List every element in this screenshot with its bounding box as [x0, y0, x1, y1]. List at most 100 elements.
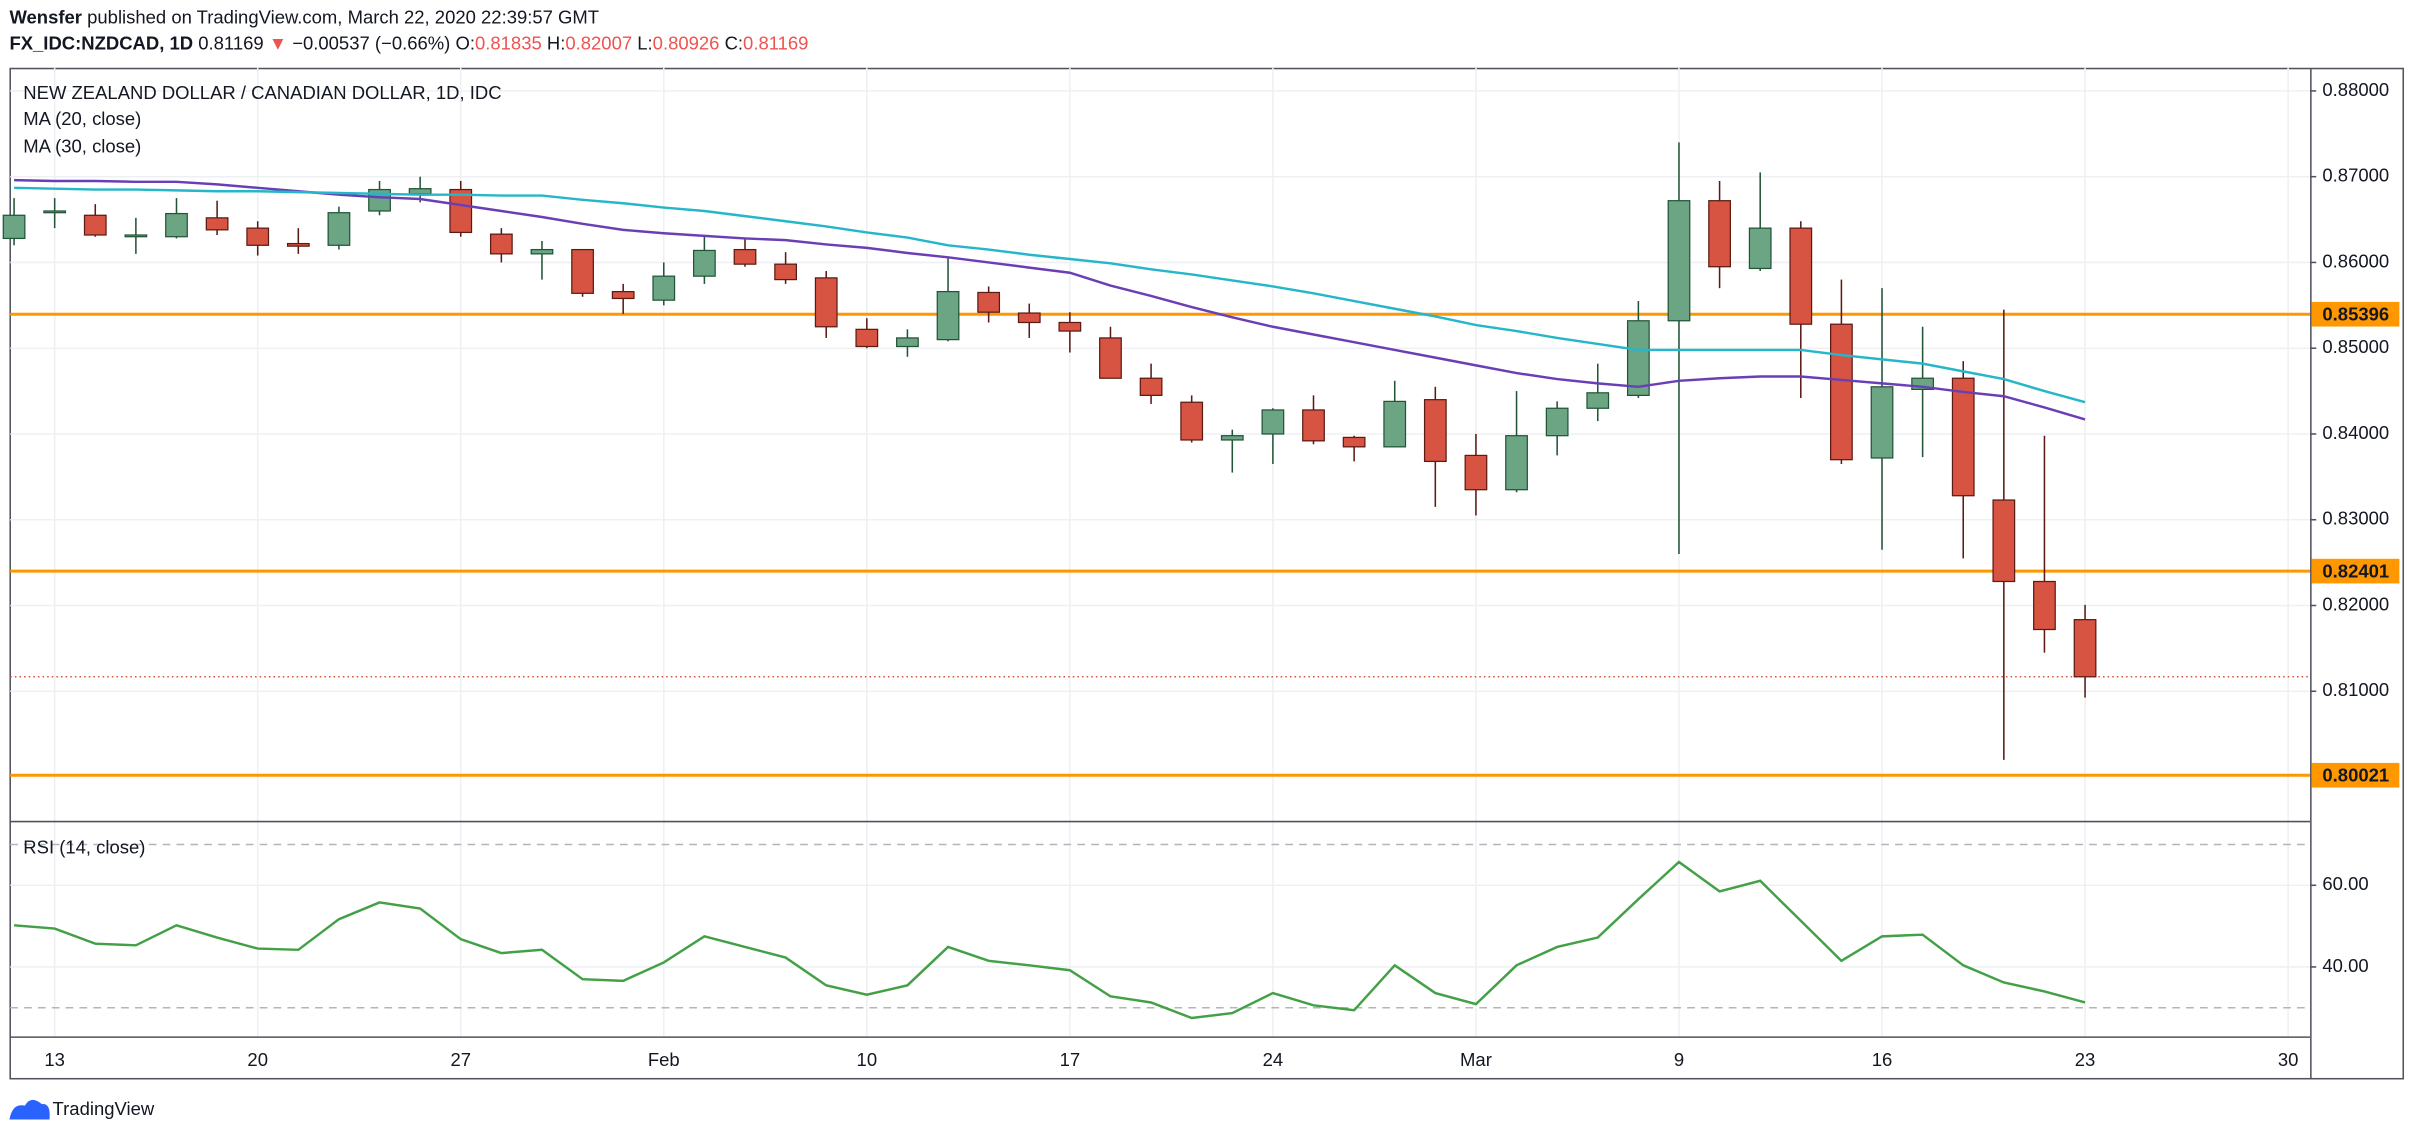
level-label-box	[2311, 301, 2400, 327]
candle-body	[1139, 377, 1163, 396]
candle-body	[124, 234, 148, 238]
y-tick-label: 0.85000	[2322, 336, 2389, 357]
legend-entry: MA (20, close)	[23, 108, 141, 129]
candle-body	[1261, 409, 1285, 435]
y-tick-label: 0.83000	[2322, 508, 2389, 529]
ohlc-value: 0.80926	[653, 33, 720, 54]
candle-body	[977, 291, 1001, 313]
ohlc-value: 0.81169	[743, 33, 808, 54]
x-tick-label: 16	[1872, 1049, 1893, 1070]
candle-body	[205, 217, 229, 231]
candle-body	[1626, 320, 1650, 396]
x-tick-label: 27	[450, 1049, 471, 1070]
x-tick-label: Mar	[1460, 1049, 1492, 1070]
logo-icon	[9, 1099, 50, 1120]
x-tick-label: 24	[1263, 1049, 1284, 1070]
symbol: FX_IDC:NZDCAD, 1D	[9, 33, 193, 54]
candle-body	[571, 248, 594, 294]
candle-body	[408, 188, 432, 195]
candle-body	[936, 290, 960, 341]
candle-body	[1342, 436, 1366, 448]
frame	[9, 67, 2405, 1080]
x-tick-label: 30	[2278, 1049, 2299, 1070]
ohlc-label: C:	[725, 33, 743, 54]
y-tick-label: 60.00	[2322, 873, 2368, 894]
brand: TradingView	[53, 1098, 155, 1119]
candle-body	[1951, 377, 1975, 497]
y-tick-label: 40.00	[2322, 955, 2368, 976]
x-tick-label: 23	[2075, 1049, 2096, 1070]
y-tick-label: 0.81000	[2322, 679, 2389, 700]
header-line: FX_IDC:NZDCAD, 1D 0.81169 ▼ −0.00537 (−0…	[9, 33, 808, 54]
level-label: 0.85396	[2322, 304, 2389, 325]
y-tick-label: 0.86000	[2322, 250, 2389, 271]
candle-body	[449, 188, 473, 234]
x-tick-label: 10	[857, 1049, 878, 1070]
candle-body	[1586, 392, 1610, 409]
candle-body	[1058, 321, 1082, 332]
candle-body	[896, 337, 919, 348]
candle-body	[1667, 200, 1691, 322]
y-tick-label: 0.82000	[2322, 593, 2389, 614]
candle-body	[2, 214, 26, 240]
candle-body	[652, 275, 676, 301]
candle-body	[83, 214, 107, 236]
last-price: 0.81169	[198, 33, 263, 54]
ohlc-value: 0.82007	[565, 33, 632, 54]
x-tick-label: Feb	[648, 1049, 680, 1070]
direction: ▼	[269, 33, 287, 54]
candle-body	[1302, 409, 1325, 442]
y-tick-label: 0.84000	[2322, 422, 2389, 443]
x-tick-label: 9	[1674, 1049, 1684, 1070]
ohlc-value: 0.81835	[475, 33, 542, 54]
x-tick-label: 20	[247, 1049, 268, 1070]
candle-body	[733, 248, 757, 265]
rsi-line	[13, 860, 2086, 1020]
y-tick-label: 0.87000	[2322, 165, 2389, 186]
candle-body	[1220, 435, 1244, 441]
candle-body	[43, 210, 67, 214]
candle-body	[1180, 401, 1204, 441]
candle-body	[1789, 227, 1813, 325]
author: Wensfer	[9, 6, 82, 27]
ohlc-label: H:	[547, 33, 565, 54]
candle-body	[1708, 200, 1731, 268]
logo	[9, 1099, 50, 1120]
candle-body	[1992, 499, 2016, 583]
candle-body	[1870, 386, 1894, 459]
candle-body	[1505, 435, 1528, 491]
candle-body	[1911, 377, 1935, 390]
candle-body	[246, 227, 270, 246]
candle-body	[692, 249, 716, 277]
candle-body	[1830, 323, 1853, 461]
rsi-label: RSI (14, close)	[23, 836, 145, 857]
candle-body	[165, 212, 188, 238]
x-tick-label: 17	[1060, 1049, 1081, 1070]
legend-entry: MA (30, close)	[23, 136, 141, 157]
candle-body	[530, 248, 554, 255]
y-tick-label: 0.88000	[2322, 79, 2389, 100]
x-tick-label: 13	[44, 1049, 65, 1070]
candle-body	[1423, 399, 1447, 463]
candle-body	[1748, 227, 1772, 270]
ohlc-label: O:	[455, 33, 474, 54]
candle-body	[327, 212, 351, 246]
level-label-box	[2311, 762, 2400, 788]
plot	[2, 67, 2311, 1037]
chart-title: NEW ZEALAND DOLLAR / CANADIAN DOLLAR, 1D…	[23, 82, 501, 103]
candle-body	[1464, 454, 1488, 491]
candle-body	[1099, 337, 1122, 379]
candle-body	[1545, 407, 1569, 437]
candle-body	[489, 233, 513, 255]
candle-body	[1383, 400, 1407, 448]
candle-body	[286, 242, 310, 247]
candle-body	[814, 277, 838, 328]
candle-body	[2073, 619, 2097, 678]
header-line: Wensfer published on TradingView.com, Ma…	[9, 6, 599, 27]
candle-body	[611, 290, 635, 300]
candle-body	[1017, 312, 1041, 324]
candle-body	[774, 263, 798, 281]
published: published on TradingView.com, March 22, …	[87, 6, 599, 27]
level-label: 0.80021	[2322, 765, 2389, 786]
